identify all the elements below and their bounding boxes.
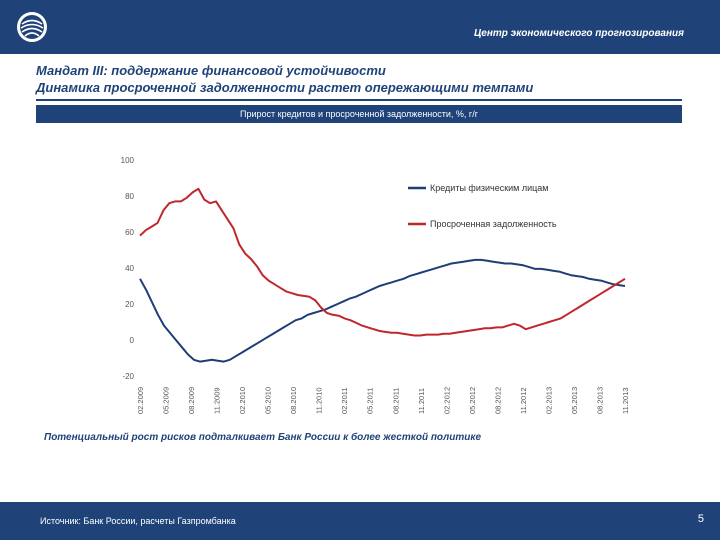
x-tick-label: 11.2010 (315, 387, 324, 414)
series-lines (139, 187, 626, 363)
slide-title-line-2: Динамика просроченной задолженности раст… (36, 80, 534, 95)
y-tick-label: 20 (125, 300, 134, 309)
x-axis: 02.2009 05.2009 08.2009 11.2009 02.2010 05.20… (136, 387, 630, 414)
x-tick-label: 02.2009 (136, 387, 145, 414)
x-tick-label: 05.2010 (264, 387, 273, 414)
x-tick-label: 05.2011 (366, 387, 375, 414)
x-tick-label: 05.2012 (468, 387, 477, 414)
x-tick-label: 11.2012 (519, 387, 528, 414)
y-axis: -20 0 20 40 60 80 100 (121, 156, 135, 381)
y-tick-label: 0 (130, 336, 135, 345)
footer-bar: Источник: Банк России, расчеты Газпромба… (0, 502, 720, 540)
x-tick-label: 02.2012 (442, 387, 451, 414)
y-tick-label: 80 (125, 192, 134, 201)
y-tick-label: 60 (125, 228, 134, 237)
chart-caption: Потенциальный рост рисков подталкивает Б… (44, 432, 482, 443)
x-tick-label: 11.2009 (213, 387, 222, 414)
title-divider (36, 99, 682, 101)
header-bar: Центр экономического прогнозирования (0, 0, 720, 54)
x-tick-label: 08.2010 (289, 387, 298, 414)
page-number: 5 (697, 513, 704, 525)
y-tick-label: 100 (121, 156, 135, 165)
organization-name: Центр экономического прогнозирования (474, 28, 684, 39)
x-tick-label: 02.2011 (340, 387, 349, 414)
series-line-1 (139, 258, 626, 363)
line-chart: -20 0 20 40 60 80 100 02.2009 05.2009 08.2009 11.… (121, 156, 630, 414)
x-tick-label: 05.2009 (162, 387, 171, 414)
series-line-2 (139, 187, 626, 337)
source-note: Источник: Банк России, расчеты Газпромба… (40, 516, 236, 526)
x-tick-label: 02.2010 (238, 387, 247, 414)
x-tick-label: 11.2011 (417, 388, 426, 414)
x-tick-label: 08.2009 (187, 387, 196, 414)
x-tick-label: 05.2013 (570, 387, 579, 414)
y-tick-label: 40 (125, 264, 134, 273)
legend-label-1: Кредиты физическим лицам (430, 183, 549, 193)
x-tick-label: 08.2013 (595, 387, 604, 414)
x-tick-label: 02.2013 (544, 387, 553, 414)
chart-heading: Прирост кредитов и просроченной задолжен… (36, 105, 682, 123)
slide-title-line-1: Мандат III: поддержание финансовой устой… (36, 63, 386, 78)
slide-title: Мандат III: поддержание финансовой устой… (36, 62, 686, 96)
y-tick-label: -20 (122, 372, 134, 381)
x-tick-label: 08.2011 (391, 387, 400, 414)
bank-logo-icon (17, 12, 47, 42)
legend-label-2: Просроченная задолженность (430, 219, 557, 229)
x-tick-label: 11.2013 (621, 387, 630, 414)
legend: Кредиты физическим лицам Просроченная зад… (408, 183, 557, 229)
x-tick-label: 08.2012 (493, 387, 502, 414)
